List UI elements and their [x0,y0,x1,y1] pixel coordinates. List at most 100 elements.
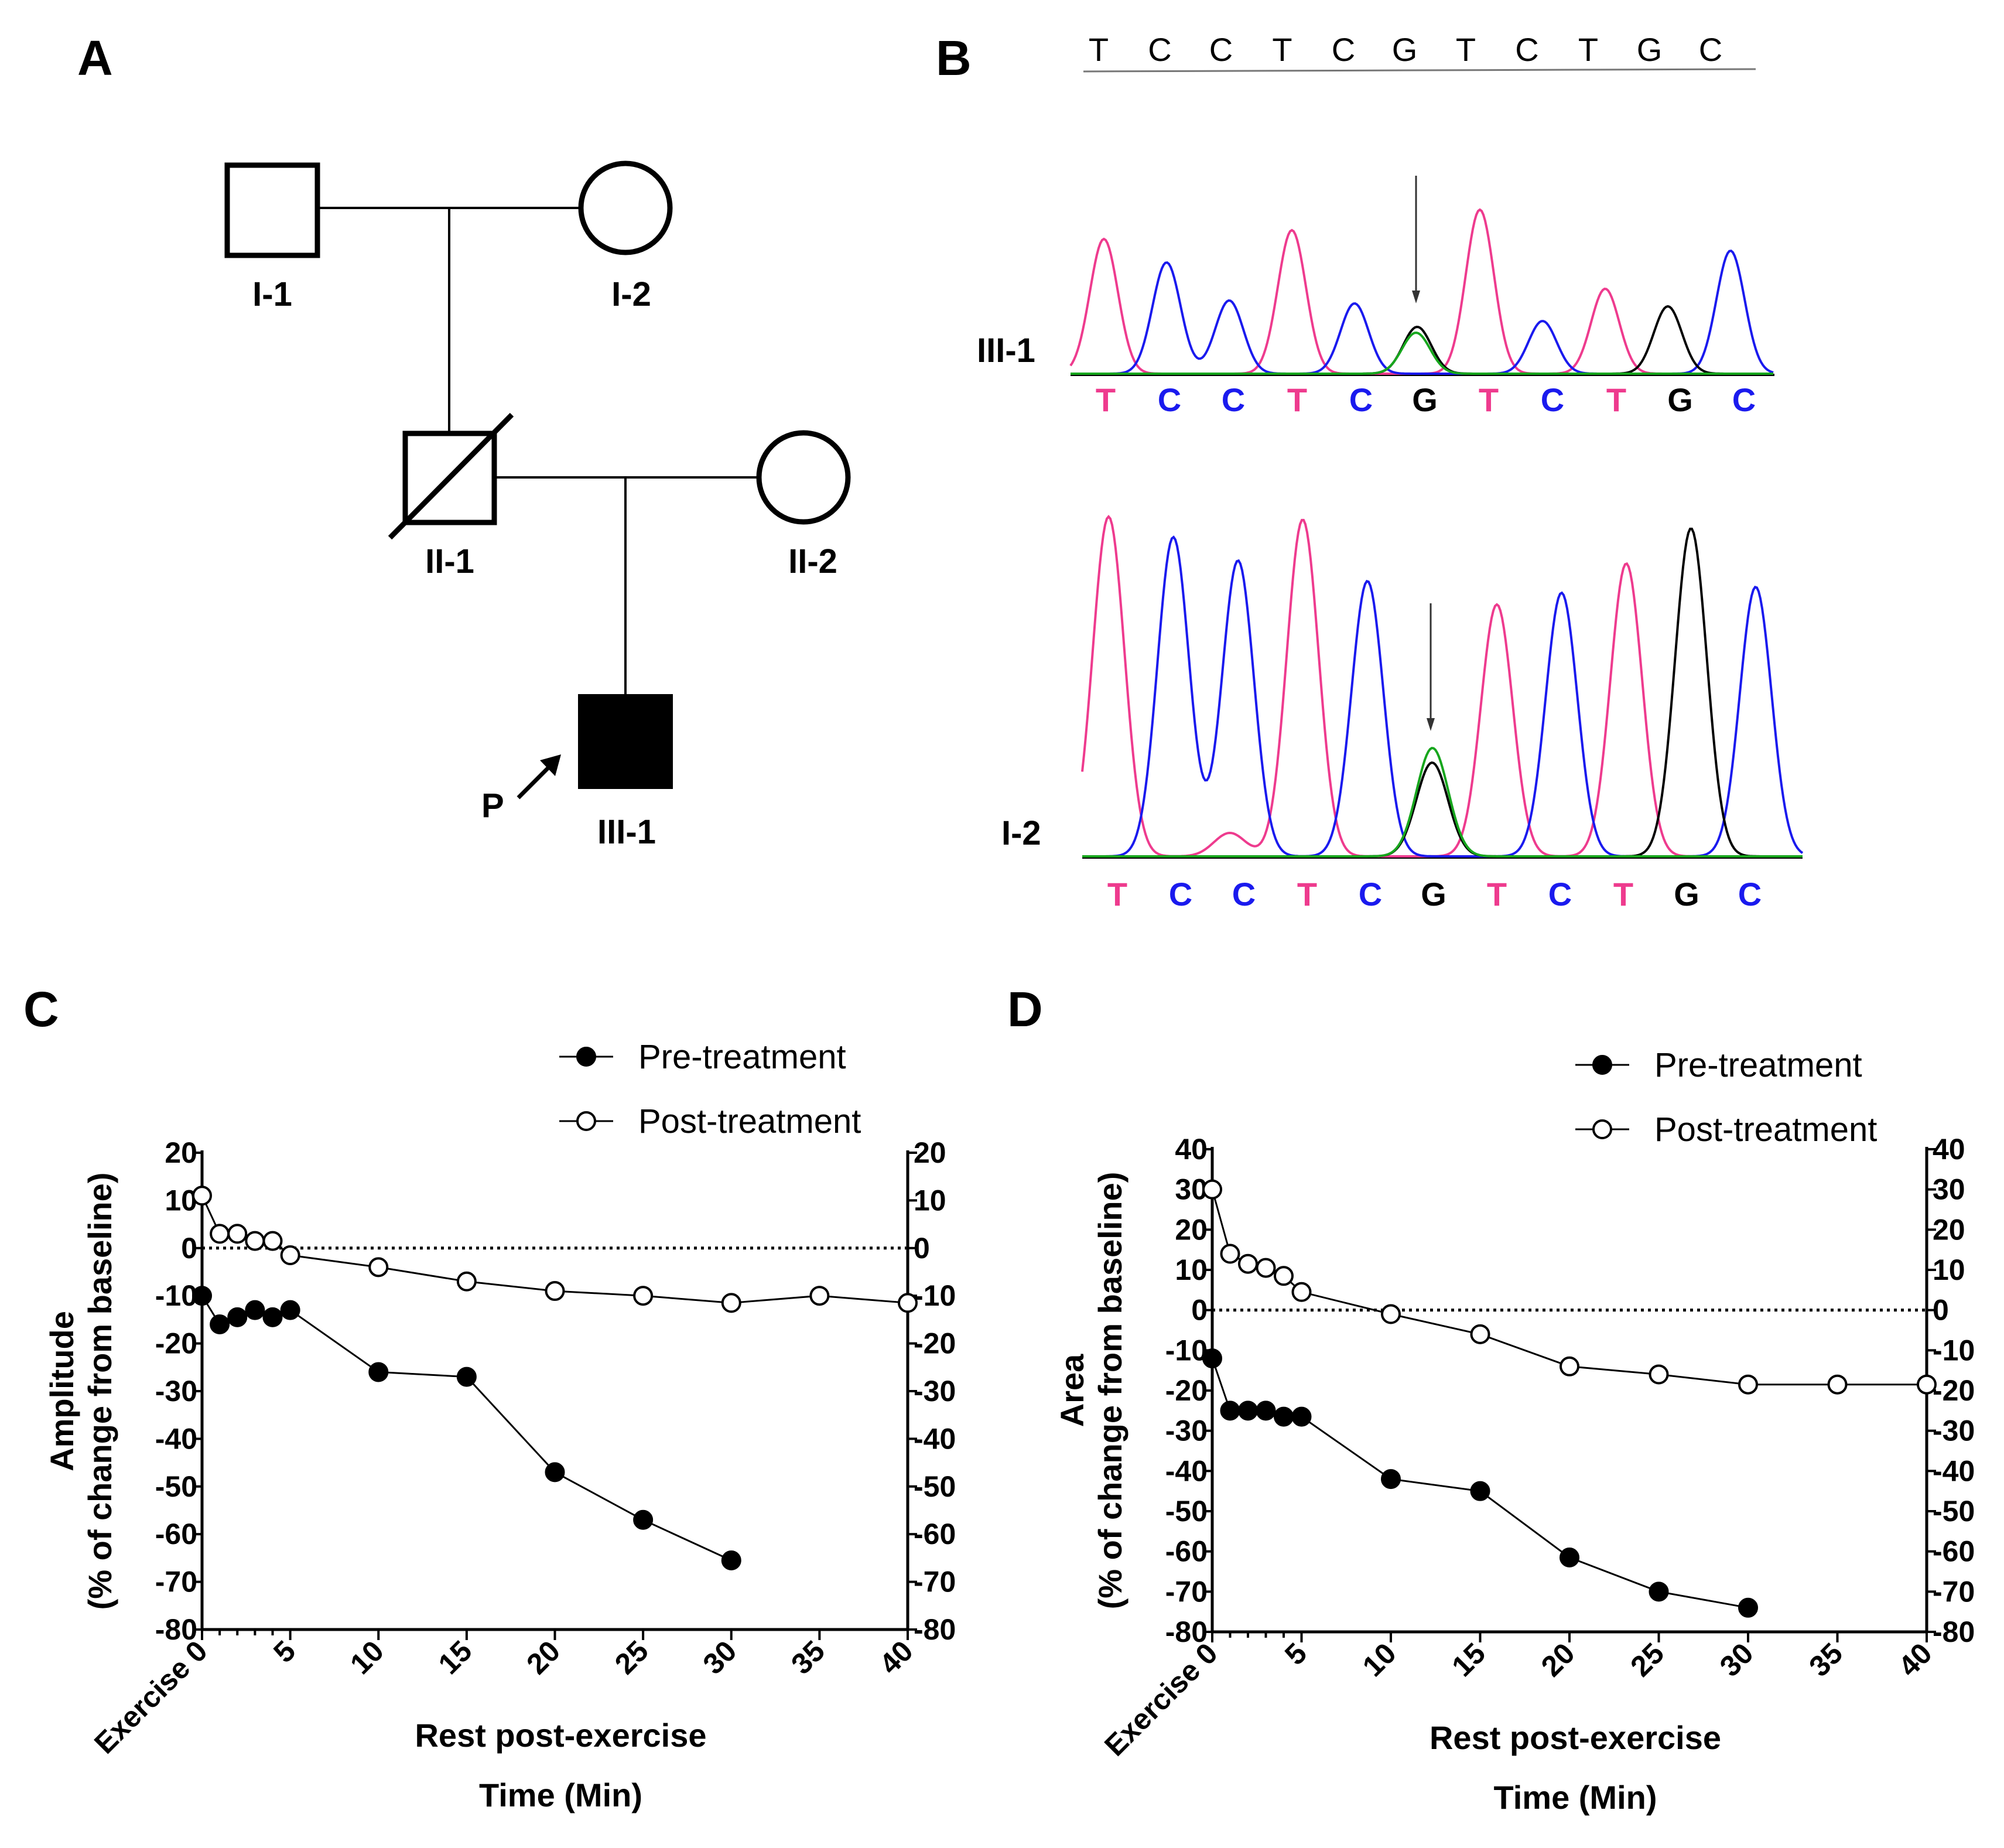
data-point-pre-treatment [368,1362,389,1382]
x-tick-label: 5 [267,1634,302,1669]
trace-G-curve [1082,527,1803,858]
y-tick-label-left: -40 [155,1422,197,1455]
reference-base: C [1148,31,1171,68]
y-tick-label-right: 0 [1933,1294,1949,1327]
x-axis-title: Rest post-exercise [415,1717,706,1754]
data-point-pre-treatment [1220,1400,1240,1421]
pedigree-III-1-affected-symbol [578,694,673,789]
y-tick-label-right: 0 [914,1232,930,1265]
data-point-pre-treatment [1560,1547,1579,1567]
data-point-post-treatment [1381,1304,1401,1324]
chart-amplitude: 20 20 10 10 0 0 -10 -10 -20 -20 -30 -30 -40 -40 -50 -50… [43,1038,956,1813]
y-tick-label-right: -50 [914,1470,956,1503]
data-point-post-treatment [227,1224,248,1244]
y-tick-label-left: -40 [1165,1454,1208,1487]
called-base: C [1541,381,1564,418]
data-point-pre-treatment [1291,1406,1312,1427]
data-point-post-treatment [210,1224,230,1244]
y-axis-subtitle: (% of change from baseline) [1092,1172,1128,1610]
reference-base: T [1456,31,1476,68]
y-tick-label-left: -30 [155,1375,197,1408]
y-tick-label-right: -70 [1933,1575,1975,1608]
legend-label: Post-treatment [1654,1111,1877,1149]
reference-base: C [1515,31,1538,68]
data-point-pre-treatment [245,1300,265,1320]
y-tick-label-left: 10 [165,1184,197,1217]
y-tick-label-right: -40 [914,1422,956,1455]
x-axis-subtitle: Time (Min) [1494,1779,1657,1816]
x-tick-label: 10 [344,1634,390,1680]
called-base: T [1287,381,1307,418]
x-tick-label: 15 [1445,1637,1492,1683]
data-point-pre-treatment [1381,1469,1401,1490]
x-tick-label: Exercise 0 [88,1634,214,1760]
data-point-post-treatment [809,1286,830,1306]
called-base: C [1359,876,1382,913]
x-tick-label: 25 [608,1634,655,1680]
called-base: T [1487,876,1507,913]
pedigree-I-1-male-symbol [224,162,320,258]
x-tick-label: 35 [785,1634,831,1680]
proband-arrow-icon [517,761,555,800]
data-point-post-treatment [1220,1244,1240,1264]
data-point-post-treatment [721,1293,741,1313]
called-base: G [1421,876,1446,913]
x-tick-label: 40 [1892,1637,1938,1683]
legend-label: Post-treatment [638,1102,861,1140]
legend-label: Pre-treatment [1654,1046,1862,1084]
data-point-post-treatment [898,1293,918,1313]
y-tick-label-left: 20 [1175,1213,1208,1246]
data-point-post-treatment [368,1257,389,1277]
data-point-post-treatment [545,1281,565,1302]
x-axis-title: Rest post-exercise [1430,1719,1721,1756]
called-base: C [1548,876,1572,913]
reference-base: G [1637,31,1663,68]
y-tick-label-right: -40 [1933,1454,1975,1487]
y-tick-label-right: -10 [914,1279,956,1312]
pedigree-label-I-2: I-2 [611,275,651,313]
trace-C-curve [1071,250,1774,375]
y-tick-label-right: 10 [1933,1253,1965,1286]
y-tick-label-left: 0 [1191,1294,1208,1327]
panel-a: A I-1 I-2 II-1 II-2 III-1 P [77,30,851,851]
data-point-post-treatment [1291,1282,1312,1302]
panel-d-letter: D [1007,982,1043,1037]
data-point-post-treatment [1827,1374,1848,1395]
x-tick-label: 25 [1624,1637,1670,1683]
reference-base: T [1089,31,1109,68]
called-base: C [1169,876,1192,913]
data-point-pre-treatment [1738,1597,1758,1618]
data-point-pre-treatment [1470,1481,1490,1501]
x-tick-label: 5 [1278,1637,1313,1671]
x-tick-label: 30 [1714,1637,1760,1683]
y-tick-label-right: 30 [1933,1173,1965,1206]
y-tick-label-right: -60 [1933,1535,1975,1568]
y-tick-label-right: -80 [914,1613,956,1646]
y-tick-label-left: -20 [155,1327,197,1360]
x-tick-label: Exercise 0 [1098,1637,1224,1762]
trace-T-curve [1069,208,1773,375]
data-point-post-treatment [192,1186,212,1206]
y-tick-label-right: -70 [914,1566,956,1598]
y-tick-label-right: -60 [914,1518,956,1550]
series-line-post-treatment [1211,1189,1927,1386]
data-point-post-treatment [245,1231,265,1251]
legend-label: Pre-treatment [638,1038,846,1076]
legend-marker [576,1111,596,1131]
x-tick-label: 20 [1535,1637,1581,1683]
y-tick-label-left: -70 [1165,1575,1208,1608]
reference-base: C [1332,31,1355,68]
data-point-pre-treatment [1274,1406,1294,1427]
legend-marker [1592,1119,1612,1139]
pedigree-label-II-2: II-2 [788,542,837,580]
reference-base: C [1209,31,1233,68]
called-base: T [1107,876,1127,913]
pedigree-II-2-female-symbol [756,430,851,525]
y-tick-label-left: 30 [1175,1173,1208,1206]
trace-C-curve [1082,535,1804,858]
data-point-post-treatment [456,1271,477,1292]
called-base: T [1297,876,1317,913]
called-base: G [1412,381,1438,418]
data-point-pre-treatment [545,1462,565,1483]
